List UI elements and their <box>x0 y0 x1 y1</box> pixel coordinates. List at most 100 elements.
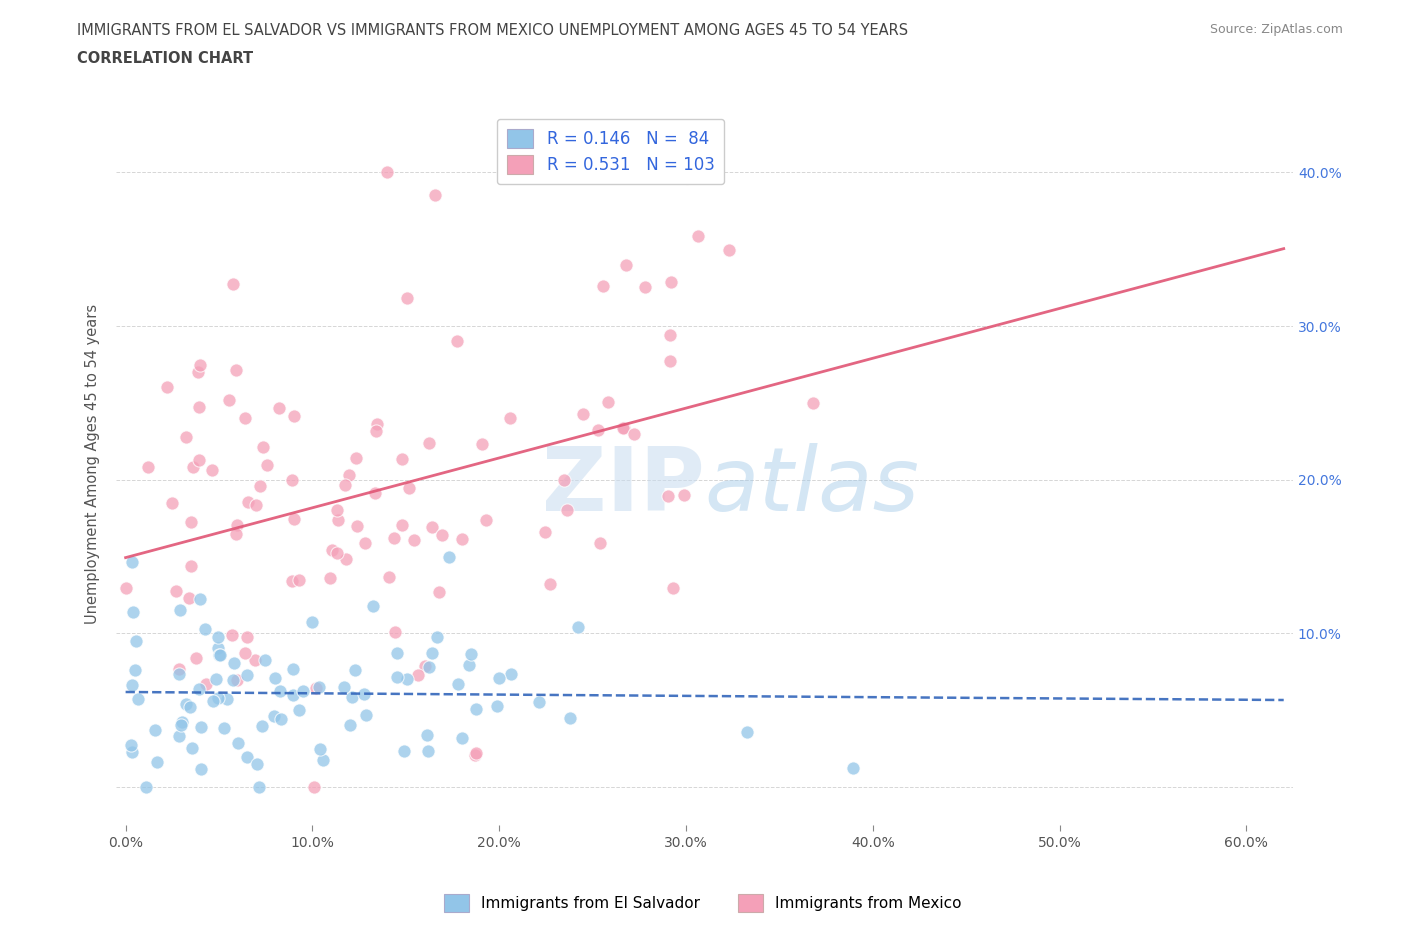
Point <box>184 650 207 665</box>
Point <box>415 728 437 743</box>
Point <box>288 573 311 588</box>
Point <box>301 614 323 629</box>
Point <box>337 468 360 483</box>
Legend: R = 0.146   N =  84, R = 0.531   N = 103: R = 0.146 N = 84, R = 0.531 N = 103 <box>496 119 724 184</box>
Point <box>121 678 143 693</box>
Point <box>312 753 335 768</box>
Point <box>553 472 575 487</box>
Point <box>354 708 377 723</box>
Point <box>179 699 201 714</box>
Point <box>447 677 470 692</box>
Point <box>634 280 657 295</box>
Point <box>676 171 699 186</box>
Point <box>659 328 682 343</box>
Point <box>180 559 202 574</box>
Point <box>280 574 302 589</box>
Point <box>558 711 581 726</box>
Text: IMMIGRANTS FROM EL SALVADOR VS IMMIGRANTS FROM MEXICO UNEMPLOYMENT AMONG AGES 45: IMMIGRANTS FROM EL SALVADOR VS IMMIGRANT… <box>77 23 908 38</box>
Text: Source: ZipAtlas.com: Source: ZipAtlas.com <box>1209 23 1343 36</box>
Point <box>207 640 229 655</box>
Point <box>596 395 619 410</box>
Point <box>121 744 143 759</box>
Point <box>281 473 304 488</box>
Point <box>226 518 249 533</box>
Point <box>156 379 179 394</box>
Point <box>657 488 679 503</box>
Point <box>398 481 420 496</box>
Point <box>333 478 356 493</box>
Point <box>346 518 368 533</box>
Point <box>249 479 271 494</box>
Point <box>243 653 266 668</box>
Point <box>418 435 440 450</box>
Point <box>529 695 551 710</box>
Point <box>572 406 595 421</box>
Point <box>235 667 257 682</box>
Point <box>451 730 474 745</box>
Point <box>124 663 146 678</box>
Point <box>451 532 474 547</box>
Point <box>391 452 413 467</box>
Point <box>169 728 191 743</box>
Point <box>672 487 695 502</box>
Point <box>305 680 328 695</box>
Point <box>187 365 209 379</box>
Point <box>354 536 377 551</box>
Point <box>226 672 249 687</box>
Point <box>174 697 197 711</box>
Point <box>127 691 149 706</box>
Point <box>193 621 215 636</box>
Point <box>460 647 482 662</box>
Point <box>439 549 461 564</box>
Point <box>321 543 343 558</box>
Point <box>501 666 523 681</box>
Point <box>659 274 682 289</box>
Point <box>169 603 191 618</box>
Point <box>718 243 741 258</box>
Point <box>302 779 325 794</box>
Point <box>222 672 245 687</box>
Point <box>686 229 709 244</box>
Point <box>488 671 510 685</box>
Point <box>180 514 202 529</box>
Point <box>218 392 240 407</box>
Point <box>287 703 309 718</box>
Point <box>247 779 270 794</box>
Point <box>222 656 245 671</box>
Point <box>283 408 305 423</box>
Point <box>326 512 349 527</box>
Point <box>426 630 449 644</box>
Point <box>464 701 486 716</box>
Point <box>226 736 249 751</box>
Point <box>662 580 685 595</box>
Point <box>385 670 408 684</box>
Point <box>427 585 450 600</box>
Point <box>233 645 256 660</box>
Point <box>387 645 409 660</box>
Point <box>135 779 157 794</box>
Point <box>423 188 446 203</box>
Point <box>416 744 439 759</box>
Point <box>188 592 211 607</box>
Point <box>207 630 229 644</box>
Point <box>377 570 399 585</box>
Point <box>326 546 349 561</box>
Point <box>413 658 436 673</box>
Point <box>201 463 224 478</box>
Point <box>207 690 229 705</box>
Text: CORRELATION CHART: CORRELATION CHART <box>77 51 253 66</box>
Point <box>465 745 488 760</box>
Point <box>735 724 758 739</box>
Point <box>364 423 387 438</box>
Point <box>165 584 187 599</box>
Point <box>283 662 305 677</box>
Point <box>252 440 274 455</box>
Point <box>246 757 269 772</box>
Point <box>115 580 138 595</box>
Point <box>208 647 231 662</box>
Point <box>187 399 209 414</box>
Point <box>208 647 231 662</box>
Point <box>225 363 247 378</box>
Point <box>382 530 405 545</box>
Point <box>586 422 609 437</box>
